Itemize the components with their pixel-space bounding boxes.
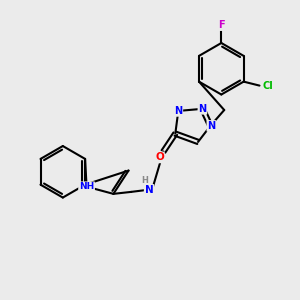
- Text: H: H: [142, 176, 148, 185]
- Text: NH: NH: [79, 182, 94, 191]
- Text: N: N: [198, 104, 206, 114]
- Text: F: F: [218, 20, 225, 30]
- Text: Cl: Cl: [262, 81, 273, 91]
- Text: N: N: [207, 121, 215, 131]
- Text: N: N: [145, 185, 153, 195]
- Text: N: N: [174, 106, 182, 116]
- Text: O: O: [155, 152, 164, 162]
